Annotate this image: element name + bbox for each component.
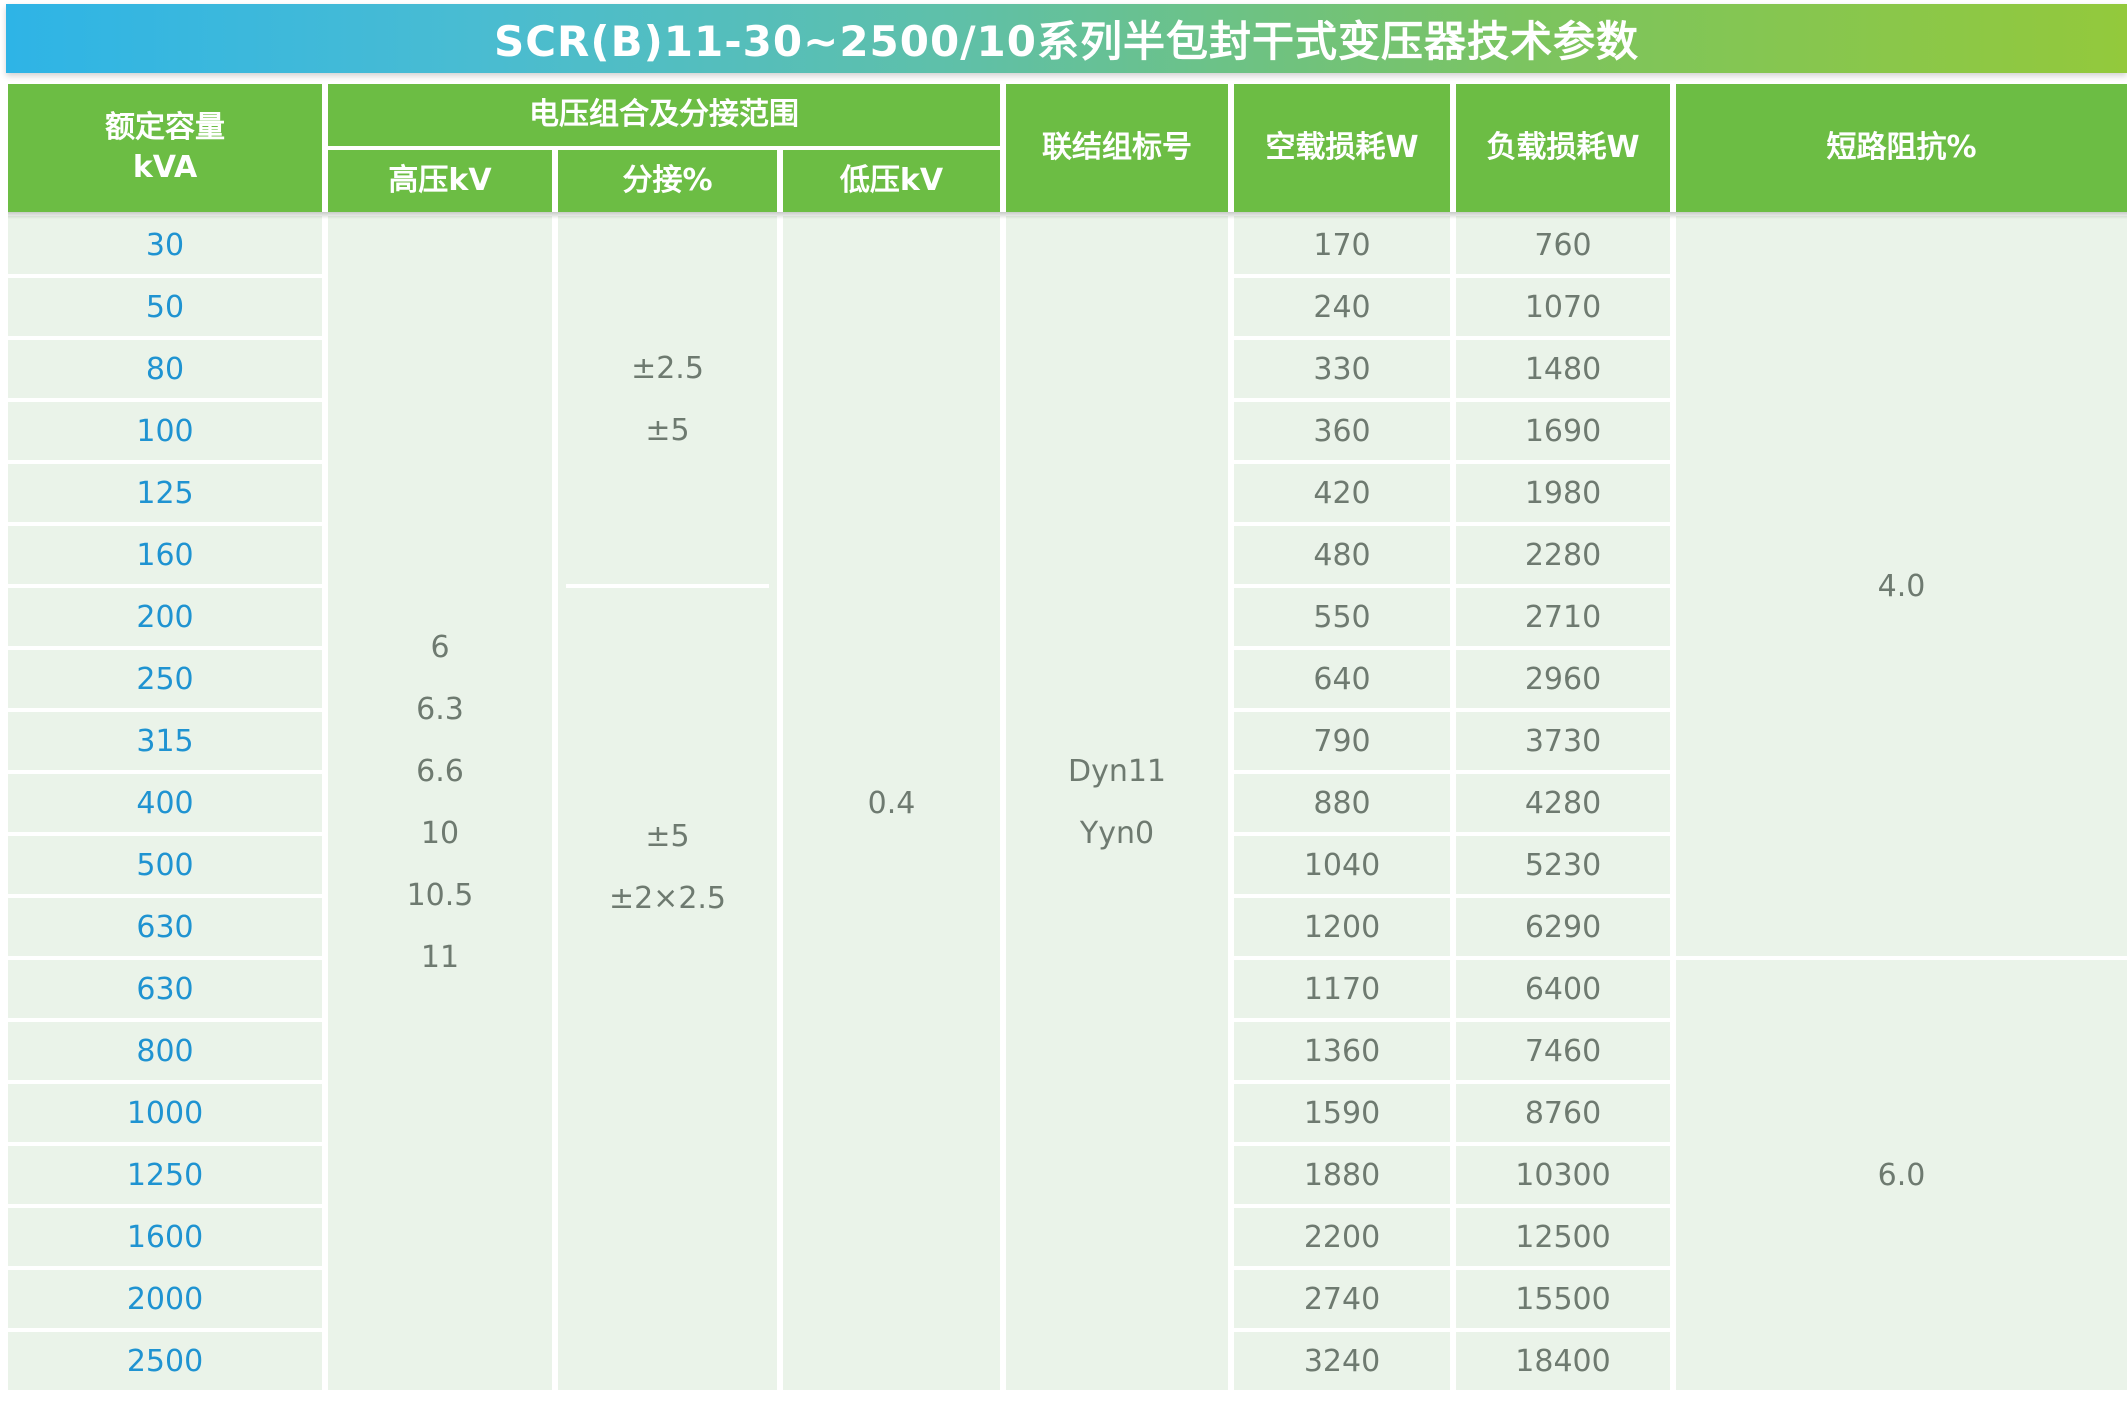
capacity-cell: 30 [8, 216, 322, 274]
no-load-loss-cell: 360 [1234, 402, 1450, 460]
capacity-cell: 630 [8, 898, 322, 956]
load-loss-cell: 1690 [1456, 402, 1670, 460]
no-load-loss-cell: 1170 [1234, 960, 1450, 1018]
header-no-load-loss: 空载损耗W [1234, 84, 1450, 212]
no-load-loss-cell: 1200 [1234, 898, 1450, 956]
load-loss-cell: 1980 [1456, 464, 1670, 522]
no-load-loss-cell: 1040 [1234, 836, 1450, 894]
tap-range-upper: ±2.5 ±5 [558, 216, 777, 584]
impedance-4-cell: 4.0 [1676, 216, 2127, 956]
no-load-loss-cell: 1360 [1234, 1022, 1450, 1080]
load-loss-cell: 760 [1456, 216, 1670, 274]
hv-value: 11 [420, 940, 460, 975]
header-rated-capacity-line2: kVA [132, 150, 198, 185]
no-load-loss-cell: 240 [1234, 278, 1450, 336]
capacity-cell: 800 [8, 1022, 322, 1080]
header-rated-capacity-line1: 额定容量 [105, 110, 225, 145]
load-loss-cell: 6290 [1456, 898, 1670, 956]
header-short-circuit-impedance: 短路阻抗% [1676, 84, 2127, 212]
no-load-loss-cell: 2740 [1234, 1270, 1450, 1328]
load-loss-cell: 18400 [1456, 1332, 1670, 1390]
no-load-loss-cell: 3240 [1234, 1332, 1450, 1390]
header-tap-percent: 分接% [558, 150, 777, 212]
hv-value: 6 [430, 630, 450, 665]
header-voltage-tap-group: 电压组合及分接范围 [328, 84, 1000, 146]
no-load-loss-cell: 2200 [1234, 1208, 1450, 1266]
capacity-cell: 100 [8, 402, 322, 460]
hv-voltage-values-cell: 6 6.3 6.6 10 10.5 11 [328, 216, 552, 1390]
capacity-cell: 400 [8, 774, 322, 832]
no-load-loss-cell: 1880 [1234, 1146, 1450, 1204]
capacity-cell: 160 [8, 526, 322, 584]
capacity-cell: 500 [8, 836, 322, 894]
no-load-loss-cell: 640 [1234, 650, 1450, 708]
tap-range-cell: ±2.5 ±5 ±5 ±2×2.5 [558, 216, 777, 1390]
capacity-cell: 125 [8, 464, 322, 522]
load-loss-cell: 2280 [1456, 526, 1670, 584]
capacity-cell: 1250 [8, 1146, 322, 1204]
load-loss-cell: 8760 [1456, 1084, 1670, 1142]
load-loss-cell: 15500 [1456, 1270, 1670, 1328]
load-loss-cell: 2710 [1456, 588, 1670, 646]
tap-divider-line [558, 584, 777, 588]
capacity-cell: 630 [8, 960, 322, 1018]
load-loss-cell: 12500 [1456, 1208, 1670, 1266]
lv-voltage-cell: 0.4 [783, 216, 1000, 1390]
tap-value: ±5 [645, 413, 690, 448]
no-load-loss-cell: 880 [1234, 774, 1450, 832]
capacity-cell: 1600 [8, 1208, 322, 1266]
capacity-cell: 250 [8, 650, 322, 708]
load-loss-cell: 6400 [1456, 960, 1670, 1018]
tap-range-lower: ±5 ±2×2.5 [558, 588, 777, 1390]
title-bar: SCR(B)11-30~2500/10系列半包封干式变压器技术参数 [6, 4, 2127, 73]
tap-value: ±2.5 [631, 351, 704, 386]
vector-group-value: Dyn11 [1067, 754, 1167, 789]
tap-value: ±5 [645, 819, 690, 854]
hv-value: 6.3 [416, 692, 464, 727]
header-hv-kv: 高压kV [328, 150, 552, 212]
page-title: SCR(B)11-30~2500/10系列半包封干式变压器技术参数 [493, 17, 1640, 66]
capacity-cell: 2000 [8, 1270, 322, 1328]
capacity-cell: 50 [8, 278, 322, 336]
vector-group-cell: Dyn11 Yyn0 [1006, 216, 1228, 1390]
tap-value: ±2×2.5 [608, 881, 727, 916]
load-loss-cell: 7460 [1456, 1022, 1670, 1080]
hv-value: 10.5 [406, 878, 474, 913]
transformer-spec-table: 额定容量 kVA 电压组合及分接范围 高压kV 分接% 低压kV 联结组标号 空… [8, 84, 2127, 1390]
capacity-cell: 315 [8, 712, 322, 770]
load-loss-cell: 1070 [1456, 278, 1670, 336]
no-load-loss-cell: 790 [1234, 712, 1450, 770]
header-vector-group: 联结组标号 [1006, 84, 1228, 212]
load-loss-cell: 2960 [1456, 650, 1670, 708]
header-load-loss: 负载损耗W [1456, 84, 1670, 212]
load-loss-cell: 10300 [1456, 1146, 1670, 1204]
load-loss-cell: 3730 [1456, 712, 1670, 770]
capacity-cell: 1000 [8, 1084, 322, 1142]
no-load-loss-cell: 420 [1234, 464, 1450, 522]
load-loss-cell: 5230 [1456, 836, 1670, 894]
capacity-cell: 200 [8, 588, 322, 646]
capacity-cell: 80 [8, 340, 322, 398]
hv-value: 10 [420, 816, 460, 851]
hv-value: 6.6 [416, 754, 464, 789]
header-rated-capacity: 额定容量 kVA [8, 84, 322, 212]
capacity-cell: 2500 [8, 1332, 322, 1390]
vector-group-value: Yyn0 [1079, 816, 1155, 851]
load-loss-cell: 4280 [1456, 774, 1670, 832]
header-lv-kv: 低压kV [783, 150, 1000, 212]
no-load-loss-cell: 480 [1234, 526, 1450, 584]
no-load-loss-cell: 1590 [1234, 1084, 1450, 1142]
no-load-loss-cell: 170 [1234, 216, 1450, 274]
load-loss-cell: 1480 [1456, 340, 1670, 398]
no-load-loss-cell: 330 [1234, 340, 1450, 398]
no-load-loss-cell: 550 [1234, 588, 1450, 646]
impedance-6-cell: 6.0 [1676, 960, 2127, 1390]
